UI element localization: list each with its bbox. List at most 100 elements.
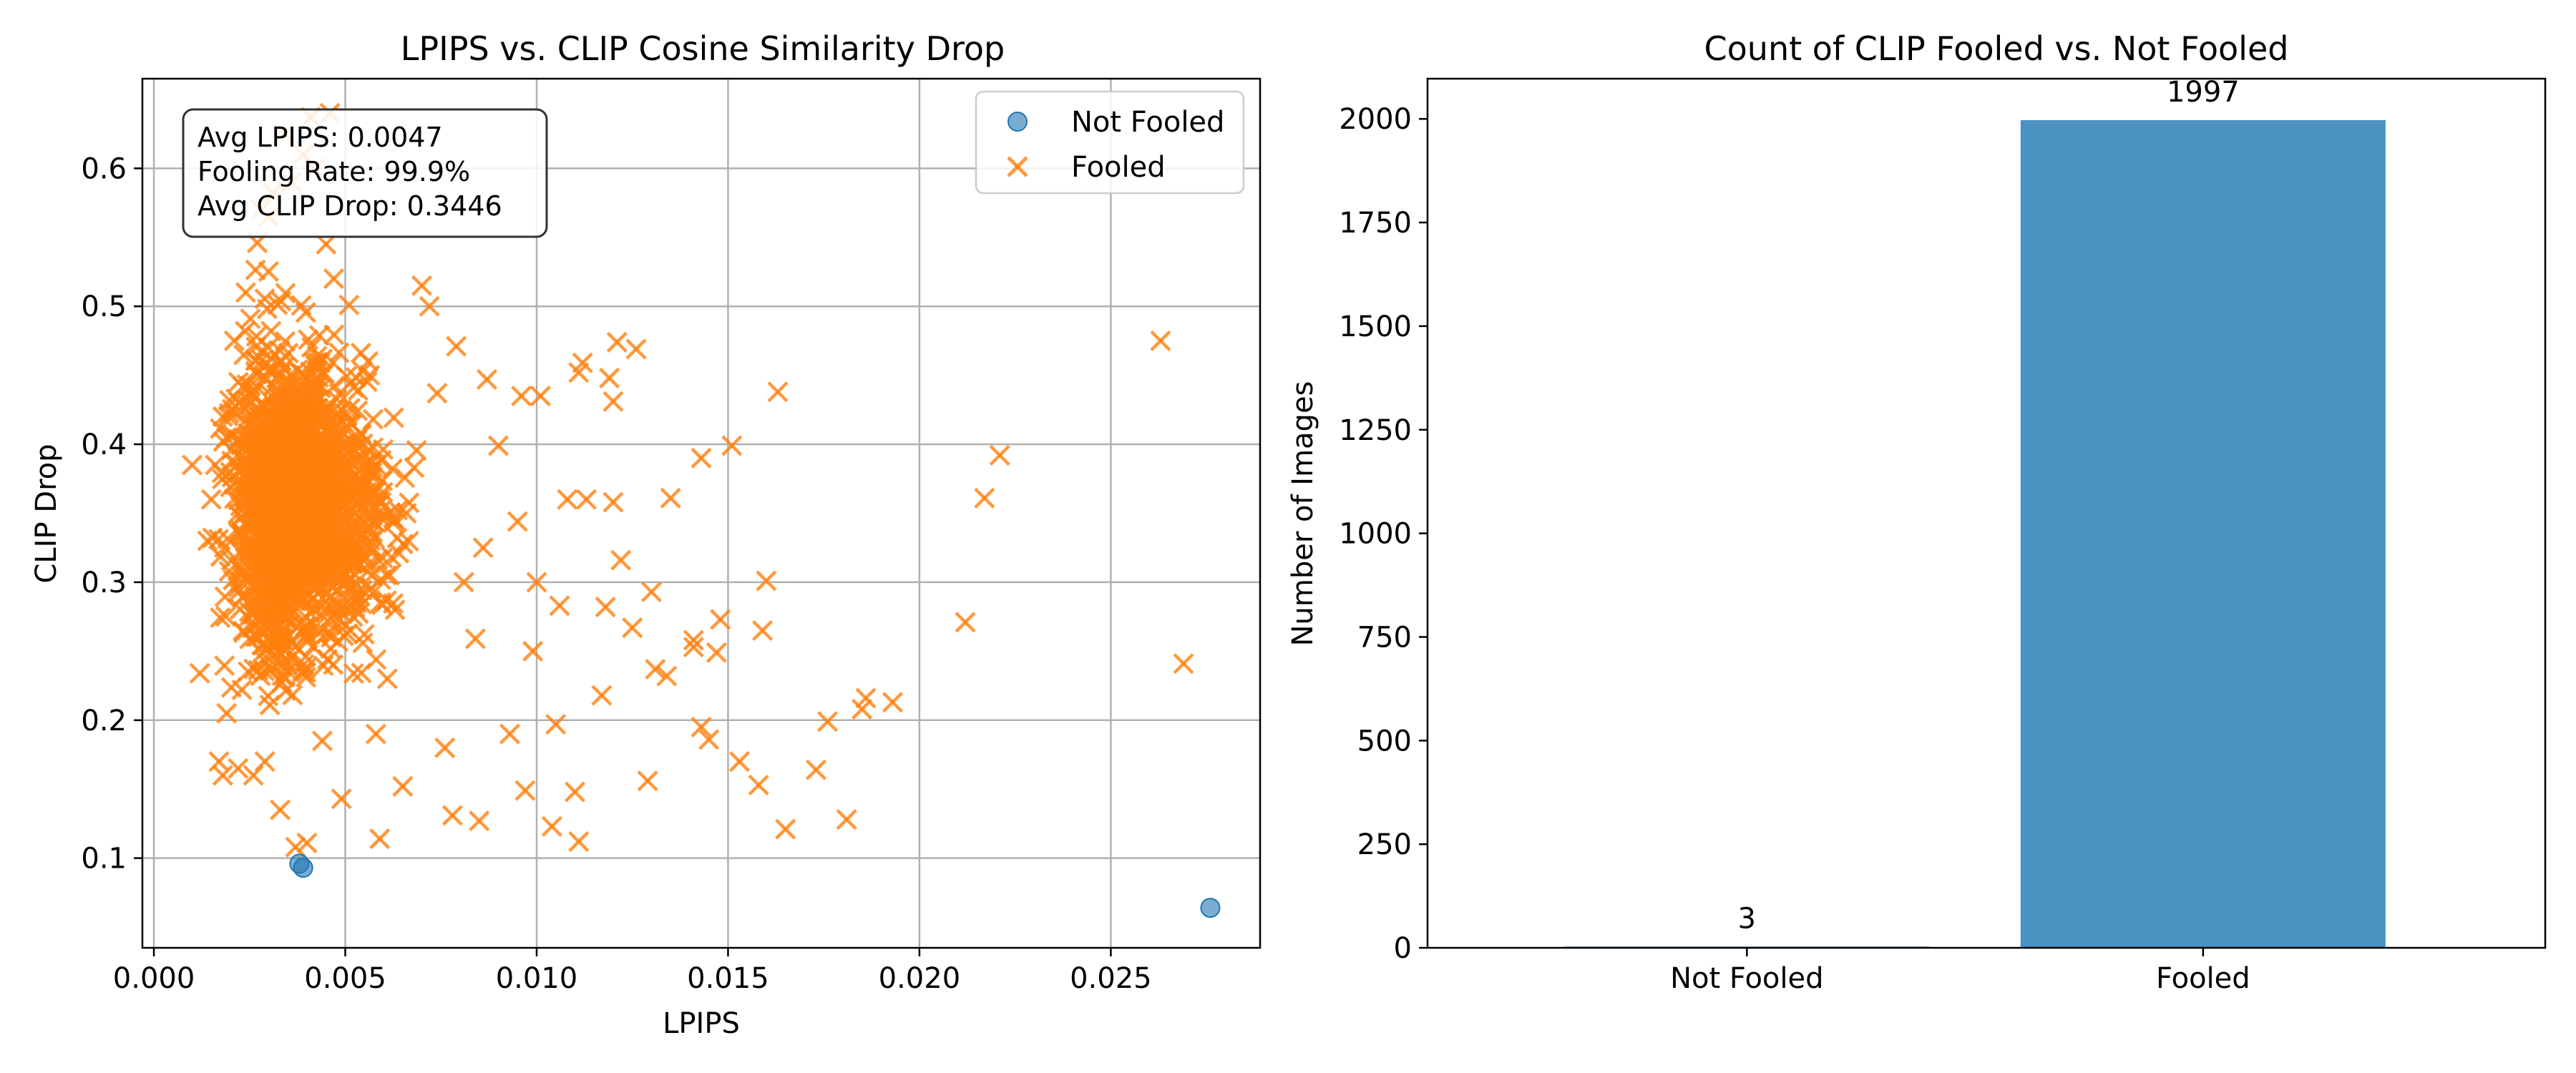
fooled-point: [276, 392, 298, 413]
fooled-point: [296, 832, 318, 854]
fooled-point: [316, 233, 337, 255]
fooled-point: [640, 581, 663, 603]
fooled-point: [751, 619, 774, 642]
fooled-point: [276, 426, 298, 448]
fooled-point: [315, 443, 336, 465]
fooled-point: [328, 471, 349, 493]
fooled-point: [258, 261, 279, 283]
fooled-point: [302, 636, 324, 657]
fooled-point: [217, 528, 238, 549]
fooled-point: [256, 298, 278, 320]
bar-y-tick-label: 1500: [1339, 310, 1412, 343]
scatter-y-axis-label: CLIP Drop: [30, 444, 63, 583]
fooled-point: [200, 489, 222, 510]
fooled-point: [338, 294, 360, 315]
fooled-point: [237, 661, 259, 682]
scatter-x-tick-label: 0.025: [1070, 962, 1152, 995]
bar-value-label: 3: [1738, 902, 1756, 935]
fooled-point: [227, 577, 248, 598]
fooled-point: [347, 481, 369, 502]
fooled-point: [343, 662, 364, 685]
fooled-point: [691, 716, 712, 738]
fooled-point: [245, 350, 266, 371]
fooled-point: [214, 655, 235, 677]
bar-y-ticks: 0 250 500 750 1000 1250 1500 1750 2000: [1339, 103, 1428, 965]
fooled-point: [270, 351, 292, 373]
fooled-point: [238, 542, 260, 563]
fooled-point: [855, 687, 877, 709]
fooled-point: [263, 376, 284, 397]
scatter-chart: LPIPS vs. CLIP Cosine Similarity Drop 0.…: [30, 29, 1262, 1040]
fooled-point: [298, 584, 320, 606]
scatter-x-tick-label: 0.000: [113, 962, 195, 995]
fooled-point: [476, 368, 498, 391]
fooled-point: [805, 759, 827, 780]
fooled-point: [296, 498, 317, 519]
fooled-point: [721, 435, 743, 456]
fooled-point: [240, 308, 261, 330]
fooled-point: [339, 429, 361, 451]
fooled-point: [321, 622, 342, 644]
legend-fooled-marker: [1007, 156, 1028, 177]
fooled-point: [683, 629, 704, 651]
fooled-point: [328, 475, 351, 496]
fooled-point: [514, 780, 536, 801]
fooled-point: [312, 414, 333, 436]
fooled-point: [557, 489, 578, 510]
scatter-x-tick-label: 0.005: [304, 962, 386, 995]
fooled-point: [419, 295, 440, 317]
fooled-point: [356, 371, 378, 393]
scatter-y-tick-label: 0.6: [81, 152, 127, 185]
fooled-point: [441, 805, 463, 826]
fooled-point: [293, 654, 315, 675]
fooled-point: [308, 325, 330, 346]
fooled-point: [259, 447, 280, 469]
bar-x-ticks: Not Fooled Fooled: [1670, 948, 2250, 995]
fooled-point: [446, 335, 467, 357]
bar-title: Count of CLIP Fooled vs. Not Fooled: [1704, 29, 2289, 68]
fooled-point: [564, 781, 586, 803]
fooled-point: [351, 662, 372, 684]
stats-fooling-rate: Fooling Rate: 99.9%: [197, 156, 470, 187]
fooled-point: [706, 642, 727, 663]
fooled-point: [295, 472, 316, 494]
fooled-point: [271, 665, 293, 687]
fooled-point: [293, 414, 315, 436]
fooled-point: [394, 467, 416, 489]
fooled-point: [303, 398, 324, 419]
scatter-y-tick-label: 0.4: [81, 428, 127, 461]
scatter-title: LPIPS vs. CLIP Cosine Similarity Drop: [401, 29, 1005, 68]
fooled-point: [510, 385, 532, 407]
fooled-point: [270, 290, 292, 312]
fooled-point: [756, 570, 777, 592]
bar-value-label: 1997: [2167, 76, 2240, 109]
fooled-point: [230, 565, 252, 587]
scatter-x-tick-label: 0.020: [879, 962, 961, 995]
stats-box-frame: [182, 108, 548, 238]
fooled-point: [610, 549, 632, 571]
fooled-point: [181, 454, 203, 476]
fooled-point: [208, 529, 230, 550]
fooled-point: [363, 511, 384, 532]
fooled-point: [245, 438, 267, 460]
bar-fooled: [2020, 119, 2386, 948]
fooled-point: [392, 775, 414, 797]
fooled-point: [549, 595, 570, 617]
fooled-point: [622, 617, 643, 639]
fooled-point: [303, 509, 324, 531]
scatter-y-tick-label: 0.2: [81, 705, 127, 738]
fooled-point: [728, 751, 751, 773]
fooled-point: [365, 723, 386, 745]
fooled-point: [240, 415, 262, 436]
fooled-point: [262, 545, 283, 567]
fooled-point: [260, 320, 282, 342]
fooled-point: [595, 597, 616, 618]
fooled-point: [472, 537, 494, 559]
fooled-point: [882, 692, 904, 713]
fooled-point: [530, 385, 551, 407]
fooled-point: [323, 604, 345, 626]
fooled-point: [974, 487, 995, 509]
fooled-point: [602, 391, 624, 412]
fooled-point: [606, 331, 628, 353]
fooled-point: [522, 640, 544, 662]
